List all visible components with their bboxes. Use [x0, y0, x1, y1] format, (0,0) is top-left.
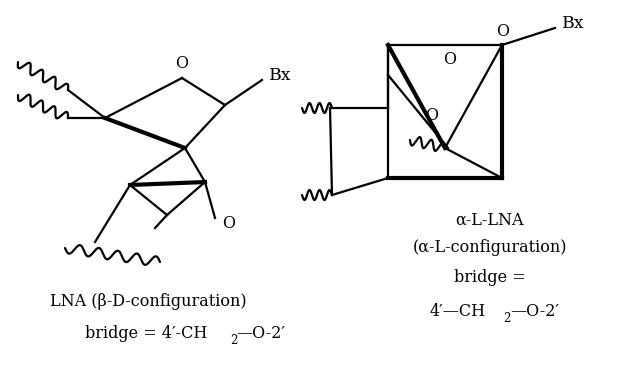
Text: —O-2′: —O-2′	[236, 326, 285, 343]
Text: O: O	[443, 52, 456, 69]
Text: bridge = 4′-CH: bridge = 4′-CH	[85, 326, 207, 343]
Text: O: O	[223, 215, 236, 232]
Text: Bx: Bx	[562, 14, 584, 31]
Text: O: O	[497, 24, 510, 40]
Text: α-L-LNA: α-L-LNA	[456, 211, 525, 229]
Text: Bx: Bx	[268, 66, 291, 83]
Text: (α-L-configuration): (α-L-configuration)	[413, 239, 567, 256]
Text: O: O	[175, 55, 188, 73]
Text: LNA (β-D-configuration): LNA (β-D-configuration)	[50, 293, 246, 310]
Text: 4′—CH: 4′—CH	[430, 303, 486, 320]
Text: 2: 2	[230, 334, 237, 346]
Text: O: O	[425, 106, 438, 123]
Text: bridge =: bridge =	[454, 270, 526, 286]
Text: —O-2′: —O-2′	[510, 303, 559, 320]
Text: 2: 2	[503, 312, 510, 324]
